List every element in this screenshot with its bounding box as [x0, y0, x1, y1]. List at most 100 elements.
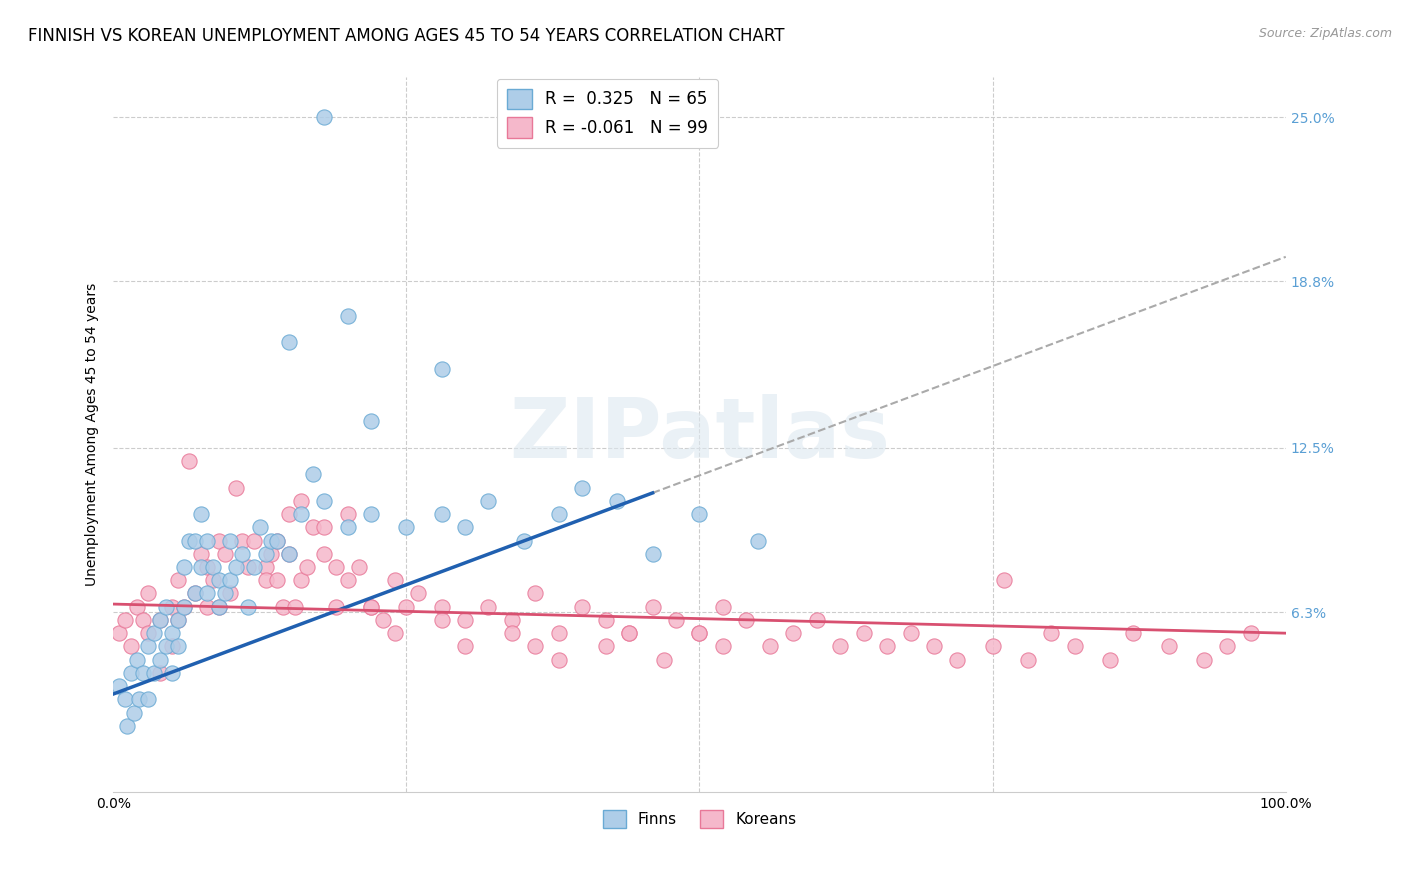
Point [208, 599, 231, 614]
Point [149, 665, 172, 680]
Point [201, 560, 224, 574]
Point [243, 560, 266, 574]
Point [138, 640, 160, 654]
Point [336, 520, 359, 534]
Point [384, 626, 406, 640]
Point [219, 574, 242, 588]
Point [225, 481, 247, 495]
Point [606, 494, 628, 508]
Point [114, 692, 136, 706]
Point [195, 586, 218, 600]
Point [688, 626, 710, 640]
Point [254, 560, 277, 574]
Point [278, 547, 301, 561]
Point [214, 547, 236, 561]
Point [617, 626, 640, 640]
Point [314, 494, 336, 508]
Point [166, 640, 188, 654]
Point [571, 599, 593, 614]
Point [688, 507, 710, 521]
Point [290, 507, 312, 521]
Point [214, 586, 236, 600]
Point [184, 586, 207, 600]
Point [295, 560, 318, 574]
Text: FINNISH VS KOREAN UNEMPLOYMENT AMONG AGES 45 TO 54 YEARS CORRELATION CHART: FINNISH VS KOREAN UNEMPLOYMENT AMONG AGE… [28, 27, 785, 45]
Point [900, 626, 922, 640]
Point [711, 640, 734, 654]
Point [993, 574, 1015, 588]
Point [547, 626, 569, 640]
Point [249, 520, 271, 534]
Point [477, 599, 499, 614]
Point [184, 533, 207, 548]
Point [190, 547, 212, 561]
Legend: Finns, Koreans: Finns, Koreans [596, 804, 803, 834]
Point [195, 560, 218, 574]
Point [131, 665, 153, 680]
Point [325, 599, 347, 614]
Point [688, 626, 710, 640]
Point [547, 653, 569, 667]
Point [173, 599, 195, 614]
Point [454, 613, 477, 627]
Point [595, 613, 617, 627]
Point [371, 613, 394, 627]
Point [184, 586, 207, 600]
Point [236, 599, 259, 614]
Point [278, 547, 301, 561]
Point [735, 613, 758, 627]
Point [160, 599, 183, 614]
Point [125, 599, 148, 614]
Point [336, 574, 359, 588]
Point [852, 626, 875, 640]
Point [946, 653, 969, 667]
Point [149, 613, 172, 627]
Point [166, 613, 188, 627]
Point [325, 560, 347, 574]
Point [138, 692, 160, 706]
Point [271, 599, 294, 614]
Point [395, 599, 418, 614]
Point [1098, 653, 1121, 667]
Point [512, 533, 534, 548]
Point [430, 613, 453, 627]
Point [747, 533, 769, 548]
Point [1216, 640, 1239, 654]
Point [120, 665, 142, 680]
Point [108, 626, 131, 640]
Point [430, 599, 453, 614]
Point [617, 626, 640, 640]
Point [360, 599, 382, 614]
Point [254, 547, 277, 561]
Point [173, 599, 195, 614]
Point [208, 574, 231, 588]
Point [314, 520, 336, 534]
Point [243, 533, 266, 548]
Point [360, 599, 382, 614]
Point [1157, 640, 1180, 654]
Point [179, 454, 201, 468]
Point [149, 653, 172, 667]
Point [595, 640, 617, 654]
Point [260, 547, 283, 561]
Point [278, 334, 301, 349]
Point [641, 599, 664, 614]
Point [138, 586, 160, 600]
Point [190, 507, 212, 521]
Point [120, 640, 142, 654]
Point [208, 533, 231, 548]
Point [430, 507, 453, 521]
Point [254, 574, 277, 588]
Point [1063, 640, 1085, 654]
Point [406, 586, 429, 600]
Point [266, 533, 288, 548]
Point [166, 613, 188, 627]
Point [290, 494, 312, 508]
Point [236, 560, 259, 574]
Point [524, 640, 547, 654]
Point [190, 560, 212, 574]
Point [125, 653, 148, 667]
Point [208, 599, 231, 614]
Point [278, 507, 301, 521]
Point [641, 547, 664, 561]
